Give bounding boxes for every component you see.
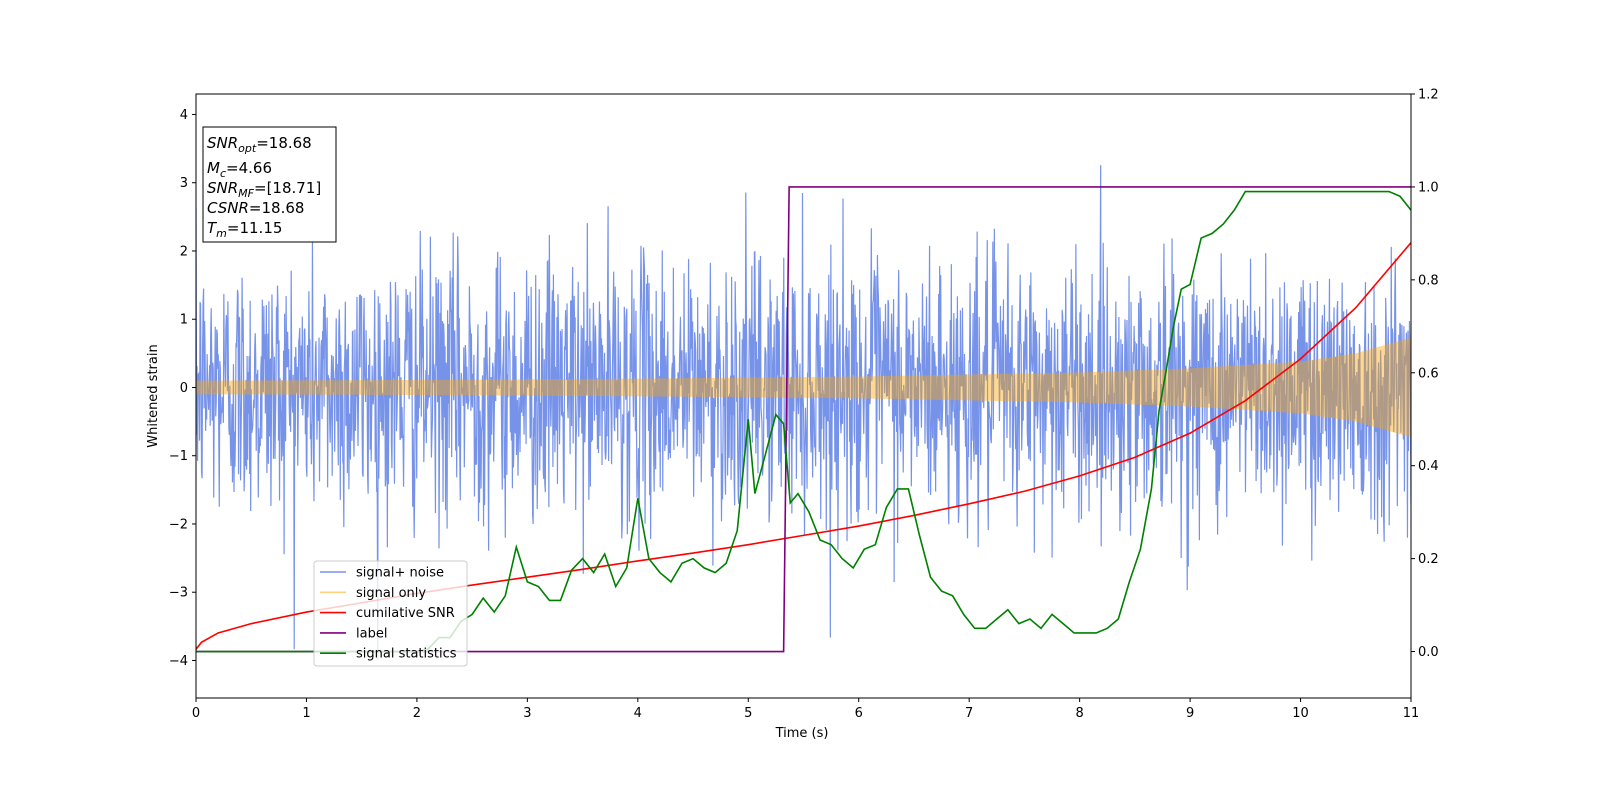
x-tick-label: 6	[855, 706, 863, 721]
x-tick-label: 3	[523, 706, 531, 721]
annotation-line: CSNR=18.68	[207, 199, 304, 217]
y-right-tick-label: 1.0	[1418, 180, 1439, 195]
x-tick-label: 9	[1186, 706, 1194, 721]
y-right-tick-label: 0.8	[1418, 273, 1439, 288]
x-tick-label: 7	[965, 706, 973, 721]
annotation-line: Mc=4.66	[207, 159, 272, 180]
y-axis-label: Whitened strain	[146, 344, 161, 447]
y-right-tick-label: 0.2	[1418, 552, 1439, 567]
series-layer	[196, 165, 1411, 660]
legend-label: signal+ noise	[356, 566, 444, 581]
x-tick-label: 11	[1403, 706, 1420, 721]
x-tick-label: 2	[413, 706, 421, 721]
x-tick-label: 0	[192, 706, 200, 721]
legend-label: cumilative SNR	[356, 606, 455, 621]
y-left-tick-label: 1	[180, 313, 188, 328]
annotation-frame	[202, 126, 337, 243]
axes-layer: 0 1 2 3 4 5 6 7 8 9 10 11 −4 −3 −2 −1 0 1 2 3 4 0.0 0.2 0.4 0.6 0…	[169, 88, 1439, 722]
series-signal-only	[196, 337, 1411, 438]
y-left-tick-label: −2	[169, 517, 188, 532]
series-signal-plus-noise	[196, 165, 1411, 660]
x-tick-label: 5	[744, 706, 752, 721]
y-left-tick-label: −1	[169, 449, 188, 464]
x-tick-label: 4	[634, 706, 642, 721]
annotation-line: SNRopt=18.68	[207, 134, 312, 155]
plot-frame	[195, 93, 1412, 699]
y-left-tick-label: 3	[180, 176, 188, 191]
annotation-line: Tm=11.15	[207, 219, 282, 240]
y-right-tick-label: 0.6	[1418, 366, 1439, 381]
series-signal-statistics	[196, 190, 1411, 653]
series-label	[196, 186, 1411, 653]
x-tick-label: 10	[1292, 706, 1309, 721]
legend-frame	[313, 560, 468, 667]
legend-label: signal statistics	[356, 647, 457, 662]
y-left-tick-label: −4	[169, 654, 188, 669]
x-tick-label: 1	[302, 706, 310, 721]
legend-label: label	[356, 626, 387, 641]
y-left-tick-label: 0	[180, 381, 188, 396]
annotation-line: SNRMF=[18.71]	[207, 179, 321, 200]
x-tick-label: 8	[1075, 706, 1083, 721]
legend: signal+ noise signal only cumilative SNR la…	[313, 560, 468, 667]
y-right-tick-label: 0.0	[1418, 645, 1439, 660]
y-left-tick-label: 4	[180, 108, 188, 123]
y-right-tick-label: 0.4	[1418, 459, 1439, 474]
y-right-tick-label: 1.2	[1418, 88, 1439, 103]
y-left-tick-label: −3	[169, 586, 188, 601]
x-axis-label: Time (s)	[775, 726, 829, 741]
legend-label: signal only	[356, 586, 426, 601]
annotation-box: SNRopt=18.68 Mc=4.66SNRMF=[18.71]CSNR=18.…	[202, 126, 337, 243]
series-cumilative-snr	[196, 242, 1411, 650]
y-left-tick-label: 2	[180, 244, 188, 259]
